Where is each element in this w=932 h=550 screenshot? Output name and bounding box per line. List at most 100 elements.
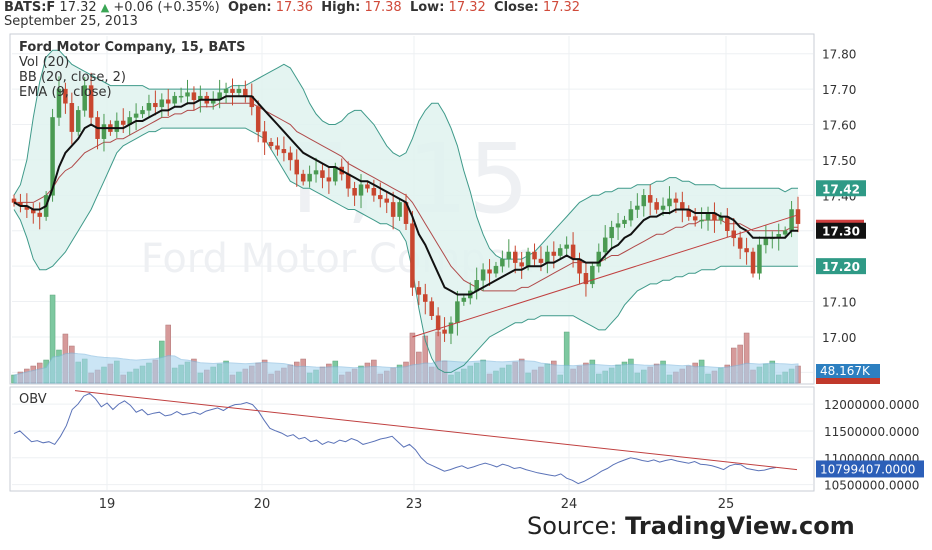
candle-body — [795, 209, 801, 224]
candle-body — [602, 237, 608, 253]
candle-body — [268, 141, 274, 147]
candle-body — [358, 184, 364, 196]
candle-body — [191, 92, 197, 100]
symbol: BATS:F — [4, 0, 56, 15]
candle-body — [243, 88, 248, 97]
candle-body — [326, 177, 332, 182]
tradingview-brand: TradingView.com — [625, 512, 855, 540]
source-credit: Source: TradingView.com — [527, 512, 855, 540]
candle-body — [390, 202, 396, 217]
candle-body — [230, 88, 235, 93]
candle-body — [345, 173, 351, 189]
x-tick-label: 20 — [254, 497, 271, 512]
obv-y-tick-label: 12000000.0000 — [824, 398, 919, 412]
obv-y-tick-label: 11500000.0000 — [824, 425, 919, 439]
candle-body — [699, 219, 704, 222]
quote-header: BATS:F 17.32 ▲ +0.06 (+0.35%) Open: 17.3… — [4, 0, 580, 15]
y-tick-label: 17.10 — [822, 296, 856, 310]
price-tag-label: 17.42 — [822, 182, 860, 196]
candle-body — [583, 272, 589, 285]
bb-upper-line — [13, 49, 798, 260]
candle-body — [435, 315, 441, 331]
candle-body — [647, 195, 653, 203]
candle-body — [577, 258, 582, 274]
candle-body — [423, 294, 428, 302]
candle-body — [628, 209, 634, 221]
open-label: Open: — [227, 0, 272, 15]
candle-body — [300, 173, 306, 182]
candle-body — [262, 131, 267, 143]
candle-body — [288, 152, 293, 161]
candle-body — [512, 251, 518, 263]
volume-bars — [11, 294, 801, 384]
high-label: High: — [321, 0, 361, 15]
candle-body — [609, 226, 614, 239]
candle-body — [313, 170, 319, 175]
close-label: Close: — [494, 0, 539, 15]
obv-panel — [9, 386, 815, 492]
price-tag-label: 17.30 — [822, 225, 860, 239]
candle-body — [120, 120, 126, 125]
candle-body — [82, 85, 87, 111]
candle-body — [50, 117, 55, 196]
candle-body — [37, 212, 42, 217]
obv-trendline — [74, 390, 798, 471]
candle-body — [692, 216, 698, 221]
candle-body — [564, 244, 569, 249]
obv-y-tick-label: 10500000.0000 — [824, 479, 919, 493]
candle-body — [76, 110, 81, 132]
x-tick-label: 19 — [99, 497, 116, 512]
y-tick-label: 17.80 — [822, 48, 856, 62]
legend-title: Ford Motor Company, 15, BATS — [19, 40, 246, 55]
candle-body — [275, 145, 280, 150]
candle-body — [538, 258, 544, 263]
candle-body — [410, 223, 415, 288]
candle-body — [551, 251, 557, 256]
candle-body — [442, 329, 447, 334]
candle-body — [101, 124, 107, 139]
candle-body — [371, 188, 377, 196]
volume-tag-box — [816, 364, 880, 378]
date-label: September 25, 2013 — [4, 14, 138, 29]
candle-body — [352, 188, 357, 196]
obv-series — [13, 390, 798, 485]
candle-body — [480, 269, 486, 281]
y-tick-label: 17.70 — [822, 83, 856, 97]
obv-label: OBV — [19, 392, 47, 407]
candle-body — [455, 301, 460, 324]
candle-body — [750, 251, 756, 274]
candle-body — [461, 297, 467, 302]
candle-body — [506, 251, 512, 260]
candle-body — [429, 301, 434, 316]
candle-body — [69, 103, 75, 132]
candle-body — [673, 198, 679, 203]
candle-body — [654, 202, 659, 210]
price-tag-box — [816, 180, 866, 197]
candle-body — [140, 110, 145, 115]
candle-body — [680, 202, 685, 210]
candle-body — [782, 230, 788, 235]
candle-body — [236, 88, 242, 93]
candle-body — [11, 198, 17, 203]
candle-body — [641, 195, 647, 207]
ema-9-line — [13, 95, 798, 296]
candle-body — [365, 184, 370, 189]
candle-body — [763, 237, 769, 246]
y-tick-label: 17.00 — [822, 331, 856, 345]
candle-body — [307, 173, 312, 182]
candle-body — [596, 251, 602, 267]
candle-body — [153, 103, 158, 108]
candle-body — [172, 95, 177, 104]
candle-body — [590, 265, 595, 285]
price-change: +0.06 (+0.35%) — [113, 0, 220, 15]
candle-body — [133, 113, 139, 118]
candle-body — [557, 248, 563, 256]
candle-body — [493, 265, 499, 274]
obv-line — [13, 392, 777, 485]
candle-body — [705, 212, 711, 221]
candle-body — [448, 322, 454, 334]
candle-body — [525, 251, 531, 267]
candle-body — [487, 269, 492, 274]
high-value: 17.38 — [364, 0, 402, 15]
candle-body — [667, 198, 672, 207]
